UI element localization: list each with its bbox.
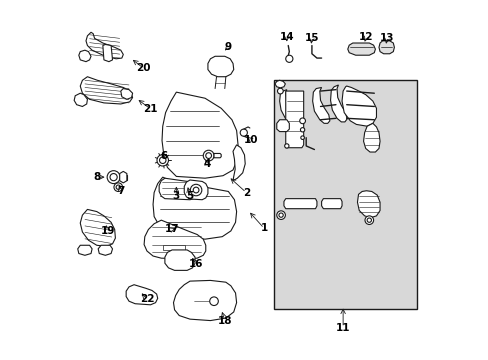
Circle shape bbox=[240, 129, 247, 136]
Text: 21: 21 bbox=[143, 104, 158, 114]
Circle shape bbox=[110, 174, 117, 181]
Bar bbox=[163, 245, 184, 250]
Circle shape bbox=[193, 187, 199, 193]
Circle shape bbox=[278, 213, 283, 217]
Circle shape bbox=[300, 136, 304, 139]
Text: 4: 4 bbox=[203, 159, 210, 169]
Polygon shape bbox=[80, 210, 115, 246]
Polygon shape bbox=[330, 85, 346, 122]
Polygon shape bbox=[279, 90, 294, 123]
Polygon shape bbox=[79, 50, 91, 62]
Polygon shape bbox=[207, 56, 233, 77]
Text: 12: 12 bbox=[359, 32, 373, 42]
Text: 1: 1 bbox=[260, 224, 267, 233]
Circle shape bbox=[203, 150, 214, 161]
Polygon shape bbox=[78, 245, 92, 255]
Text: 19: 19 bbox=[100, 226, 115, 236]
Circle shape bbox=[277, 88, 283, 94]
Polygon shape bbox=[164, 250, 195, 270]
Polygon shape bbox=[276, 120, 289, 132]
Polygon shape bbox=[233, 145, 244, 181]
Circle shape bbox=[285, 55, 292, 62]
Text: 20: 20 bbox=[136, 63, 150, 73]
Polygon shape bbox=[285, 91, 303, 148]
Polygon shape bbox=[86, 32, 123, 59]
Text: 17: 17 bbox=[164, 225, 179, 234]
Polygon shape bbox=[378, 41, 394, 54]
Text: 2: 2 bbox=[242, 188, 249, 198]
Polygon shape bbox=[144, 220, 205, 259]
Text: 8: 8 bbox=[94, 172, 101, 182]
Text: 14: 14 bbox=[279, 32, 293, 41]
Circle shape bbox=[190, 184, 202, 196]
Polygon shape bbox=[214, 153, 221, 158]
Text: 6: 6 bbox=[160, 150, 167, 161]
Text: 16: 16 bbox=[188, 259, 203, 269]
Circle shape bbox=[205, 153, 211, 158]
Polygon shape bbox=[173, 280, 236, 320]
Circle shape bbox=[284, 144, 288, 148]
Polygon shape bbox=[274, 80, 285, 88]
Circle shape bbox=[276, 211, 285, 220]
Polygon shape bbox=[121, 89, 132, 99]
Text: 7: 7 bbox=[117, 186, 124, 197]
Polygon shape bbox=[347, 43, 375, 55]
Polygon shape bbox=[80, 77, 132, 104]
Polygon shape bbox=[74, 93, 87, 107]
Polygon shape bbox=[126, 285, 158, 305]
Circle shape bbox=[159, 157, 165, 163]
Text: 5: 5 bbox=[186, 191, 193, 201]
Polygon shape bbox=[357, 191, 379, 218]
Circle shape bbox=[300, 128, 304, 132]
Polygon shape bbox=[363, 123, 379, 152]
Circle shape bbox=[299, 118, 305, 124]
Polygon shape bbox=[153, 177, 236, 239]
Polygon shape bbox=[98, 245, 112, 255]
Text: 22: 22 bbox=[140, 294, 154, 304]
Circle shape bbox=[116, 185, 120, 189]
Polygon shape bbox=[120, 171, 126, 183]
Polygon shape bbox=[159, 178, 196, 200]
Polygon shape bbox=[120, 175, 126, 180]
Bar bbox=[273, 80, 416, 309]
Text: 15: 15 bbox=[304, 33, 319, 43]
Circle shape bbox=[107, 171, 120, 184]
Polygon shape bbox=[284, 199, 316, 209]
Text: 18: 18 bbox=[217, 316, 231, 325]
Polygon shape bbox=[184, 180, 207, 200]
Circle shape bbox=[114, 183, 122, 192]
Circle shape bbox=[157, 154, 168, 166]
Text: 9: 9 bbox=[224, 42, 231, 51]
Polygon shape bbox=[102, 44, 112, 62]
Polygon shape bbox=[341, 86, 376, 126]
Circle shape bbox=[366, 218, 371, 222]
Text: 10: 10 bbox=[243, 135, 258, 145]
Circle shape bbox=[364, 216, 373, 225]
Polygon shape bbox=[312, 87, 329, 123]
Text: 11: 11 bbox=[335, 323, 349, 333]
Text: 3: 3 bbox=[172, 191, 180, 201]
Circle shape bbox=[209, 297, 218, 306]
Polygon shape bbox=[321, 199, 341, 209]
Text: 13: 13 bbox=[379, 33, 394, 43]
Polygon shape bbox=[162, 92, 238, 178]
